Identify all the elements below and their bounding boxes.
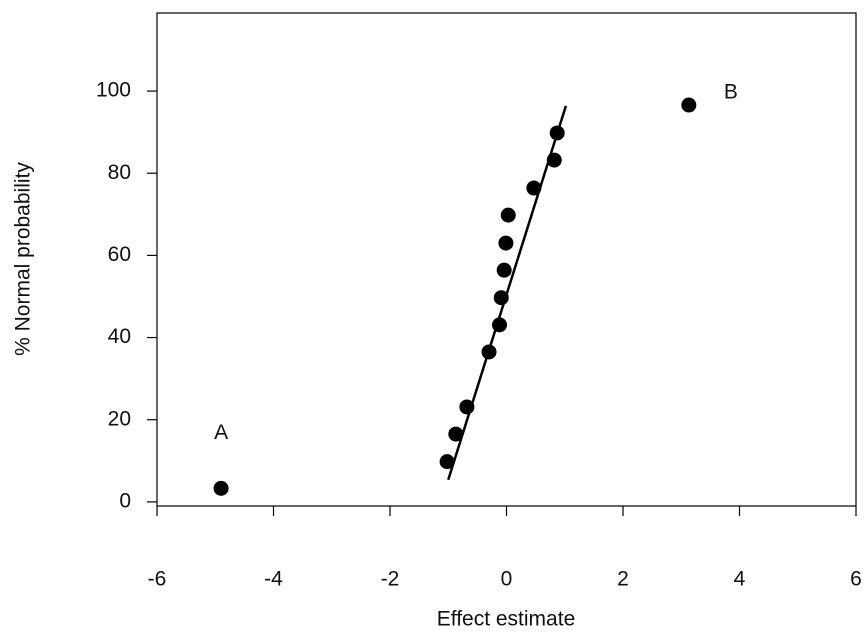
point xyxy=(546,152,562,168)
x-tick-label: 0 xyxy=(501,568,513,591)
point xyxy=(459,399,475,415)
x-tick-label: 6 xyxy=(850,568,862,591)
y-tick-label: 40 xyxy=(108,325,131,348)
point xyxy=(448,426,464,442)
x-tick-label: 2 xyxy=(617,568,629,591)
point xyxy=(439,454,455,470)
fit-line xyxy=(447,105,568,481)
point xyxy=(496,262,512,278)
x-tick-label: -2 xyxy=(381,568,400,591)
point xyxy=(481,344,497,360)
x-tick-label: 4 xyxy=(734,568,746,591)
x-axis-label: Effect estimate xyxy=(437,608,576,631)
point xyxy=(549,125,565,141)
point xyxy=(493,290,509,306)
y-tick-label: 80 xyxy=(108,161,131,184)
y-axis-label: % Normal probability xyxy=(12,162,35,356)
point xyxy=(500,207,516,223)
point xyxy=(213,480,229,496)
annotation: A xyxy=(214,421,228,444)
y-tick-label: 20 xyxy=(108,407,131,430)
y-tick-label: 60 xyxy=(108,243,131,266)
point xyxy=(492,317,508,333)
annotation: B xyxy=(724,81,738,104)
x-tick-label: -4 xyxy=(264,568,283,591)
point xyxy=(526,180,542,196)
y-tick-label: 100 xyxy=(96,79,131,102)
x-tick-label: -6 xyxy=(148,568,167,591)
point xyxy=(681,97,697,113)
point xyxy=(498,235,514,251)
y-tick-label: 0 xyxy=(119,489,131,512)
plot-frame xyxy=(156,12,857,507)
